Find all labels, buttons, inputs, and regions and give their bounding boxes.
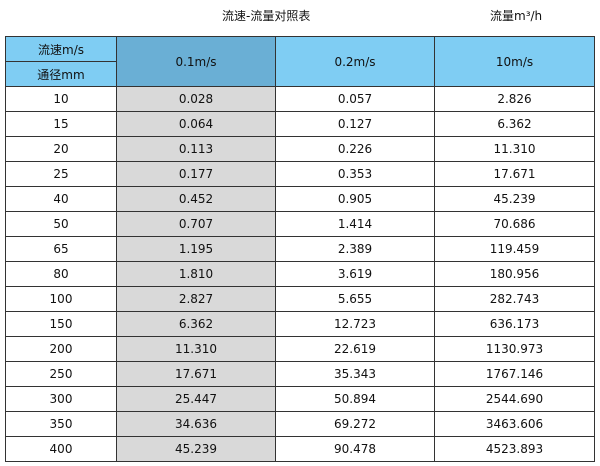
diameter-cell: 65 [5, 236, 117, 262]
flow-cell: 119.459 [434, 236, 595, 262]
flow-cell: 636.173 [434, 311, 595, 337]
table-row: 65 1.195 2.389 119.459 [5, 236, 595, 262]
flow-cell: 0.707 [116, 211, 276, 237]
flow-cell: 25.447 [116, 386, 276, 412]
flow-cell: 0.905 [275, 186, 435, 212]
flow-cell: 1130.973 [434, 336, 595, 362]
flow-cell: 0.064 [116, 111, 276, 137]
diameter-cell: 200 [5, 336, 117, 362]
diameter-cell: 20 [5, 136, 117, 162]
flow-cell: 45.239 [116, 436, 276, 462]
flow-table: 流速m/s 0.1m/s 0.2m/s 10m/s 通径mm 10 0.028 0.… [5, 36, 595, 462]
flow-cell: 2.826 [434, 86, 595, 112]
flow-cell: 1.810 [116, 261, 276, 287]
flow-cell: 0.028 [116, 86, 276, 112]
flow-cell: 0.353 [275, 161, 435, 187]
diameter-cell: 25 [5, 161, 117, 187]
flow-cell: 17.671 [434, 161, 595, 187]
flow-cell: 282.743 [434, 286, 595, 312]
diameter-cell: 250 [5, 361, 117, 387]
diameter-cell: 40 [5, 186, 117, 212]
diameter-cell: 10 [5, 86, 117, 112]
flow-cell: 0.177 [116, 161, 276, 187]
flow-cell: 45.239 [434, 186, 595, 212]
flow-cell: 3.619 [275, 261, 435, 287]
table-row: 400 45.239 90.478 4523.893 [5, 436, 595, 462]
diameter-cell: 350 [5, 411, 117, 437]
table-row: 200 11.310 22.619 1130.973 [5, 336, 595, 362]
table-row: 150 6.362 12.723 636.173 [5, 311, 595, 337]
flow-cell: 69.272 [275, 411, 435, 437]
header-row: 通径mm [5, 61, 595, 87]
diameter-label: 通径mm [5, 61, 117, 87]
table-row: 100 2.827 5.655 282.743 [5, 286, 595, 312]
table-row: 20 0.113 0.226 11.310 [5, 136, 595, 162]
flow-cell: 0.226 [275, 136, 435, 162]
flow-cell: 1.414 [275, 211, 435, 237]
table-title: 流速-流量对照表 [222, 9, 311, 23]
flow-cell: 70.686 [434, 211, 595, 237]
flow-cell: 3463.606 [434, 411, 595, 437]
flow-cell: 2.827 [116, 286, 276, 312]
table-row: 40 0.452 0.905 45.239 [5, 186, 595, 212]
flow-cell: 90.478 [275, 436, 435, 462]
diameter-cell: 150 [5, 311, 117, 337]
flow-cell: 1.195 [116, 236, 276, 262]
flow-cell: 0.127 [275, 111, 435, 137]
diameter-cell: 300 [5, 386, 117, 412]
table-row: 50 0.707 1.414 70.686 [5, 211, 595, 237]
diameter-cell: 80 [5, 261, 117, 287]
flow-cell: 12.723 [275, 311, 435, 337]
flow-cell: 11.310 [116, 336, 276, 362]
flow-cell: 2.389 [275, 236, 435, 262]
table-row: 300 25.447 50.894 2544.690 [5, 386, 595, 412]
table-row: 80 1.810 3.619 180.956 [5, 261, 595, 287]
table-row: 10 0.028 0.057 2.826 [5, 86, 595, 112]
flow-cell: 34.636 [116, 411, 276, 437]
table-row: 250 17.671 35.343 1767.146 [5, 361, 595, 387]
flow-cell: 0.452 [116, 186, 276, 212]
diameter-cell: 100 [5, 286, 117, 312]
flow-cell: 4523.893 [434, 436, 595, 462]
flow-cell: 5.655 [275, 286, 435, 312]
flow-cell: 17.671 [116, 361, 276, 387]
flow-cell: 6.362 [116, 311, 276, 337]
table-row: 350 34.636 69.272 3463.606 [5, 411, 595, 437]
flow-cell: 180.956 [434, 261, 595, 287]
flow-cell: 6.362 [434, 111, 595, 137]
flow-cell: 0.057 [275, 86, 435, 112]
column-header: 0.2m/s [275, 36, 435, 87]
table-row: 15 0.064 0.127 6.362 [5, 111, 595, 137]
diameter-cell: 15 [5, 111, 117, 137]
flow-cell: 2544.690 [434, 386, 595, 412]
diameter-cell: 50 [5, 211, 117, 237]
table-row: 25 0.177 0.353 17.671 [5, 161, 595, 187]
header-row: 流速m/s 0.1m/s 0.2m/s 10m/s [5, 36, 595, 87]
speed-label: 流速m/s [5, 36, 117, 62]
flow-cell: 0.113 [116, 136, 276, 162]
column-header: 10m/s [434, 36, 595, 87]
flow-cell: 50.894 [275, 386, 435, 412]
flow-cell: 22.619 [275, 336, 435, 362]
diameter-cell: 400 [5, 436, 117, 462]
unit-label: 流量m³/h [490, 9, 543, 23]
flow-cell: 11.310 [434, 136, 595, 162]
flow-cell: 35.343 [275, 361, 435, 387]
flow-cell: 1767.146 [434, 361, 595, 387]
column-header: 0.1m/s [116, 36, 276, 87]
